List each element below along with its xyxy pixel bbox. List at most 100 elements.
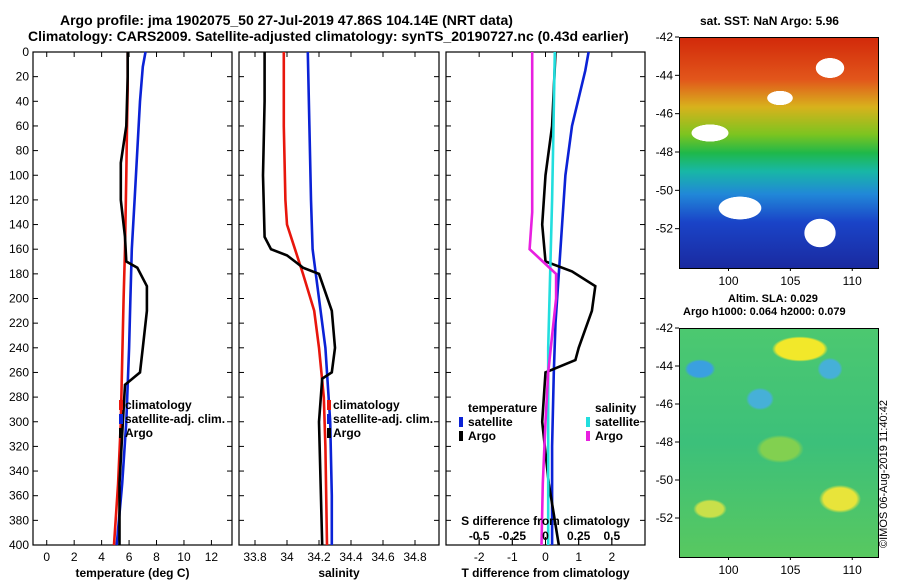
y-tick-label: 0 [22, 45, 29, 59]
sla-y-tick-label: -52 [656, 511, 674, 525]
y-tick-label: 340 [9, 464, 29, 478]
sla-map-title1: Altim. SLA: 0.029 [728, 293, 818, 305]
x-tick-label: 8 [153, 550, 160, 564]
y-tick-label: 200 [9, 292, 29, 306]
y-tick-label: 320 [9, 439, 29, 453]
sst-y-tick-label: -42 [656, 30, 674, 44]
x-tick-label: 4 [98, 550, 105, 564]
legend-label: satellite [595, 415, 640, 429]
x-tick-label: 6 [126, 550, 133, 564]
x-tick-label: 2 [71, 550, 78, 564]
sst-x-tick-label: 110 [843, 274, 862, 288]
y-tick-label: 100 [9, 168, 29, 182]
x-tick-label: 0 [43, 550, 50, 564]
y-tick-label: 220 [9, 316, 29, 330]
x-axis-label: T difference from climatology [461, 566, 629, 580]
x-tick-label: 1 [575, 550, 582, 564]
sst-y-tick-label: -46 [656, 107, 674, 121]
secondary-tick-label: 0.25 [567, 529, 591, 543]
legend-label: Argo [125, 426, 153, 440]
x-tick-label: 2 [608, 550, 615, 564]
legend-title-salinity: salinity [595, 401, 637, 415]
sla-map [679, 328, 879, 558]
y-tick-label: 160 [9, 242, 29, 256]
panel-frame-temperature [32, 51, 233, 546]
sla-map-title2: Argo h1000: 0.064 h2000: 0.079 [683, 306, 846, 318]
sla-x-tick-label: 100 [718, 563, 738, 577]
x-tick-label: 34.8 [403, 550, 427, 564]
series-line-satellite-adj-clim- [306, 51, 334, 545]
legend-label: satellite-adj. clim. [333, 412, 433, 426]
legend-label: Argo [595, 429, 623, 443]
series-line-argo [118, 52, 149, 545]
legend-label: climatology [333, 398, 400, 412]
y-tick-label: 140 [9, 218, 29, 232]
y-tick-label: 40 [16, 94, 30, 108]
x-tick-label: -2 [474, 550, 485, 564]
y-tick-label: 240 [9, 341, 29, 355]
x-tick-label: -1 [507, 550, 518, 564]
series-line-s-argo [528, 52, 558, 546]
y-tick-label: 120 [9, 193, 29, 207]
series-line-s-satellite [546, 51, 557, 545]
x-tick-label: 10 [177, 550, 191, 564]
legend-label: Argo [333, 426, 361, 440]
legend-label: satellite-adj. clim. [125, 412, 225, 426]
sla-y-tick-label: -42 [656, 321, 674, 335]
sst-x-tick-label: 105 [780, 274, 800, 288]
legend-label: climatology [125, 398, 192, 412]
secondary-axis-label: S difference from climatology [461, 514, 630, 528]
legend-swatch [459, 431, 463, 441]
sst-x-tick-label: 100 [718, 274, 738, 288]
y-tick-label: 300 [9, 415, 29, 429]
series-line-t-argo [540, 51, 597, 546]
legend-swatch [586, 431, 590, 441]
sla-y-tick-label: -46 [656, 397, 674, 411]
sla-y-tick-label: -50 [656, 473, 674, 487]
series-line-satellite-adj-clim- [115, 51, 147, 546]
secondary-tick-label: 0.5 [603, 529, 620, 543]
x-tick-label: 34 [280, 550, 294, 564]
y-tick-label: 260 [9, 365, 29, 379]
series-line-argo [261, 52, 337, 546]
panel-frame-salinity [238, 51, 440, 546]
x-tick-label: 34.6 [371, 550, 395, 564]
x-tick-label: 34.2 [307, 550, 331, 564]
legend-swatch [327, 400, 331, 410]
y-tick-label: 280 [9, 390, 29, 404]
x-tick-label: 33.8 [243, 550, 267, 564]
sla-y-tick-label: -48 [656, 435, 674, 449]
secondary-tick-label: -0.25 [499, 529, 527, 543]
legend-swatch [327, 428, 331, 438]
legend-label: satellite [468, 415, 513, 429]
header-line1: Argo profile: jma 1902075_50 27-Jul-2019… [60, 12, 513, 28]
sst-map [679, 37, 879, 269]
secondary-tick-label: -0.5 [469, 529, 490, 543]
sla-x-tick-label: 110 [843, 563, 862, 577]
sla-x-tick-label: 105 [780, 563, 800, 577]
legend-swatch [119, 428, 123, 438]
sla-y-tick-label: -44 [656, 359, 674, 373]
y-tick-label: 60 [16, 119, 30, 133]
sst-map-title: sat. SST: NaN Argo: 5.96 [700, 14, 839, 28]
series-line-climatology [282, 52, 329, 546]
sst-y-tick-label: -50 [656, 183, 674, 197]
x-tick-label: 12 [205, 550, 219, 564]
sst-y-tick-label: -44 [656, 68, 674, 82]
y-tick-label: 380 [9, 513, 29, 527]
y-tick-label: 400 [9, 538, 29, 552]
legend-swatch [119, 414, 123, 424]
y-tick-label: 80 [16, 144, 30, 158]
y-tick-label: 20 [16, 70, 30, 84]
legend-title-temperature: temperature [468, 401, 538, 415]
x-axis-label: temperature (deg C) [75, 566, 189, 580]
legend-label: Argo [468, 429, 496, 443]
legend-swatch [119, 400, 123, 410]
series-line-t-satellite [550, 51, 590, 545]
sst-y-tick-label: -48 [656, 145, 674, 159]
y-tick-label: 360 [9, 489, 29, 503]
timestamp-stamp: ©IMOS 06-Aug-2019 11:40:42 [878, 400, 890, 548]
y-tick-label: 180 [9, 267, 29, 281]
legend-swatch [459, 417, 463, 427]
